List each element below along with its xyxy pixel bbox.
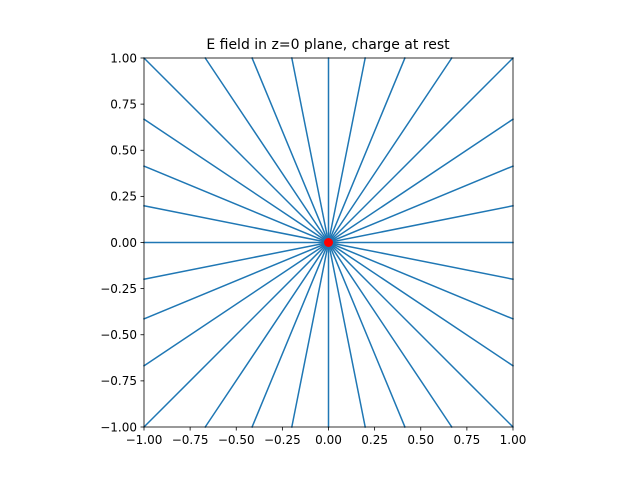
field-line-26	[327, 241, 406, 428]
y-tick-label-0: −1.00	[100, 420, 137, 434]
x-tick-label-3: −0.25	[264, 433, 301, 447]
y-tick-label-7: 0.75	[110, 97, 137, 111]
field-line-11	[204, 56, 330, 244]
field-line-19	[142, 241, 330, 367]
field-line-15	[143, 204, 330, 244]
field-line-22	[251, 241, 330, 428]
chart-title: E field in z=0 plane, charge at rest	[206, 37, 450, 53]
x-tick-label-6: 0.50	[407, 433, 434, 447]
x-tick-label-1: −0.75	[172, 433, 209, 447]
y-tick-label-6: 0.50	[110, 144, 137, 158]
field-line-5	[327, 56, 453, 244]
field-line-17	[143, 241, 330, 281]
y-axis-ticks: −1.00 −0.75 −0.50 −0.25 0.00 0.25 0.50 0.75 1.00	[100, 51, 144, 434]
field-line-10	[251, 57, 330, 244]
x-tick-label-2: −0.50	[218, 433, 255, 447]
field-line-27	[327, 241, 453, 429]
x-tick-label-7: 0.75	[454, 433, 481, 447]
y-tick-label-4: 0.00	[110, 236, 137, 250]
field-lines	[142, 56, 515, 429]
charge-marker	[324, 238, 333, 247]
x-tick-label-8: 1.00	[500, 433, 527, 447]
field-line-20	[142, 241, 330, 429]
field-line-18	[143, 241, 330, 320]
charge-layer	[324, 238, 333, 247]
field-line-30	[327, 241, 514, 320]
field-line-9	[290, 57, 330, 244]
x-tick-label-0: −1.00	[126, 433, 163, 447]
field-line-28	[327, 241, 515, 429]
field-line-12	[142, 56, 330, 244]
x-axis-ticks: −1.00 −0.75 −0.50 −0.25 0.00 0.25 0.50 0.75 1.00	[126, 427, 527, 447]
x-tick-label-5: 0.25	[361, 433, 388, 447]
field-line-29	[327, 241, 515, 367]
field-line-6	[327, 57, 406, 244]
field-line-25	[327, 241, 367, 428]
field-line-4	[327, 56, 515, 244]
field-line-23	[290, 241, 330, 428]
field-line-2	[327, 165, 514, 244]
y-tick-label-1: −0.75	[100, 374, 137, 388]
field-line-14	[143, 165, 330, 244]
field-line-1	[327, 204, 514, 244]
y-tick-label-2: −0.50	[100, 328, 137, 342]
plot-area	[142, 56, 515, 429]
y-tick-label-8: 1.00	[110, 51, 137, 65]
y-tick-label-3: −0.25	[100, 282, 137, 296]
field-line-3	[327, 118, 515, 244]
field-line-21	[204, 241, 330, 429]
y-tick-label-5: 0.25	[110, 190, 137, 204]
field-line-13	[142, 118, 330, 244]
x-tick-label-4: 0.00	[315, 433, 342, 447]
field-line-7	[327, 57, 367, 244]
field-line-31	[327, 241, 514, 281]
